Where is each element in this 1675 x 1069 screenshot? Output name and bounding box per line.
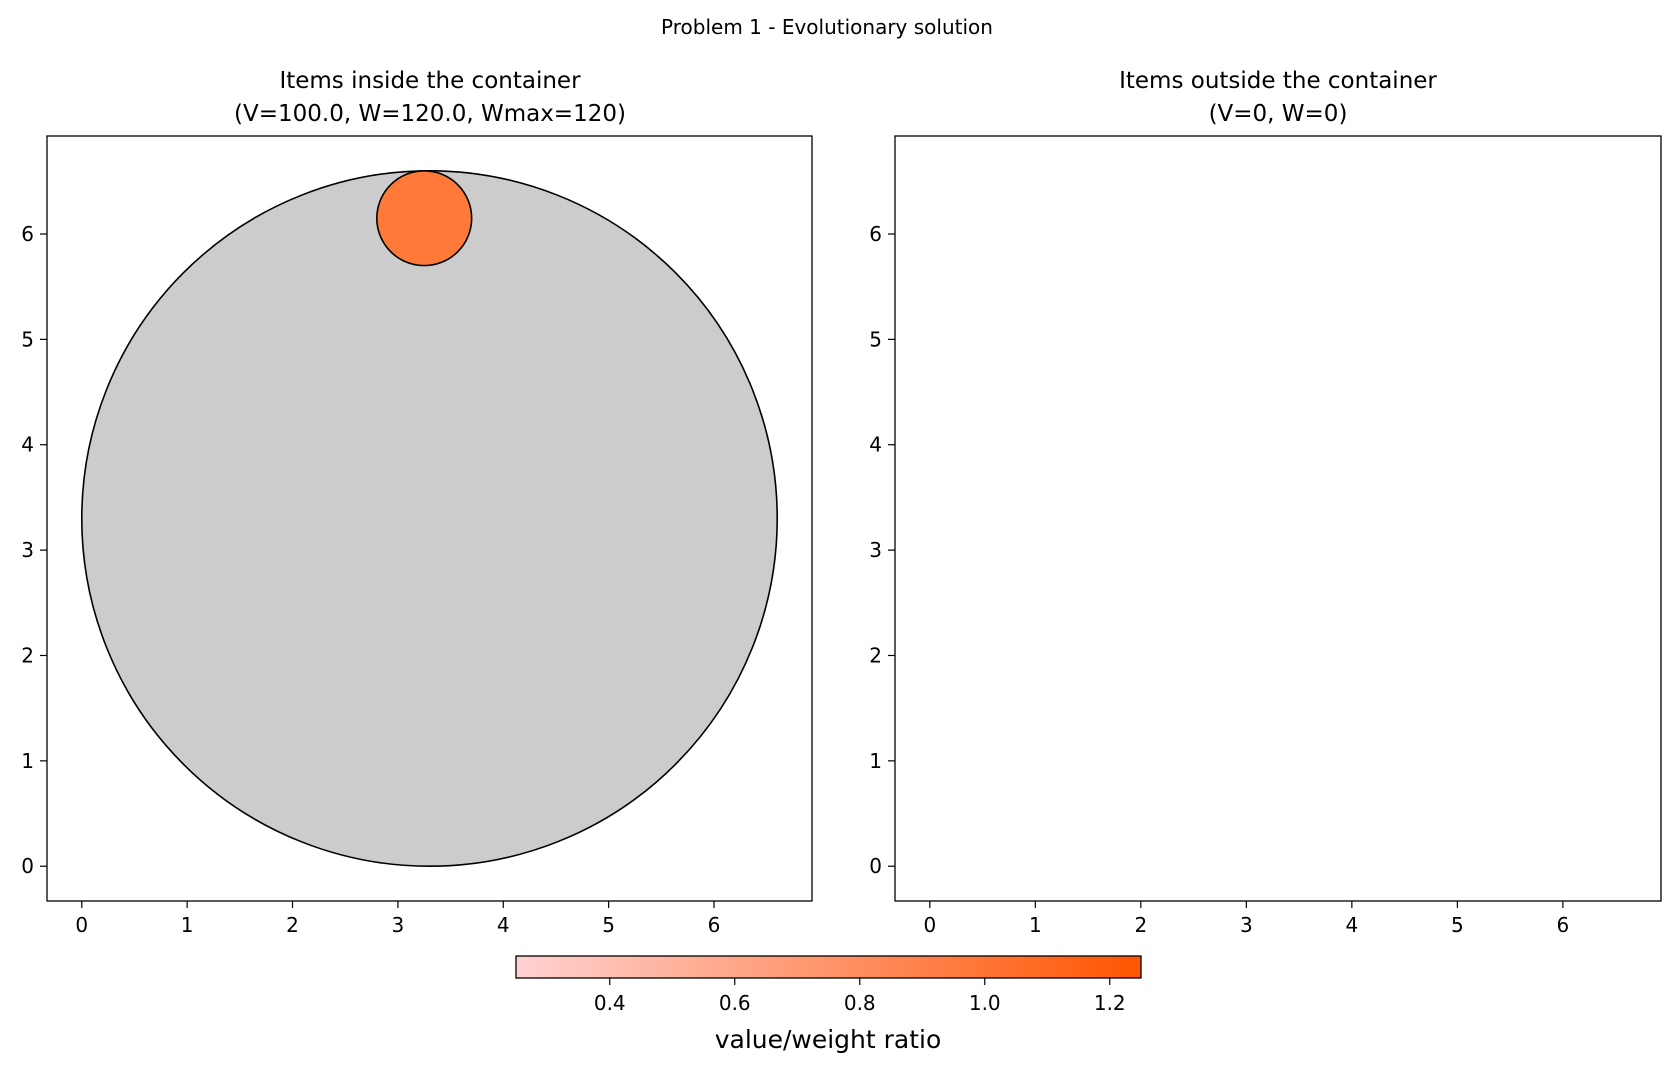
panel-inside-ytick-label: 5 [21,327,34,351]
panel-inside: Items inside the container (V=100.0, W=1… [21,68,813,937]
panel-inside-axes-frame [46,135,813,902]
panel-inside-ytick-label: 3 [21,538,34,562]
panel-outside-title-line2: (V=0, W=0) [1209,101,1348,127]
panel-inside-title-line1: Items inside the container [279,68,581,94]
panel-outside-xtick-label: 4 [1345,913,1358,937]
colorbar-tick-label: 0.6 [719,991,751,1015]
colorbar-gradient [515,955,1142,979]
panel-inside-marks [80,169,779,868]
panel-inside-ytick-label: 6 [21,222,34,246]
panel-outside-ytick-label: 2 [869,643,882,667]
panel-outside-ytick-label: 3 [869,538,882,562]
panel-inside-ytick-label: 0 [21,854,34,878]
panel-outside-ytick-label: 1 [869,749,882,773]
panel-inside-ytick-label: 4 [21,433,34,457]
colorbar-tick-label: 0.4 [594,991,626,1015]
panel-inside-xtick-label: 6 [708,913,721,937]
panel-inside-xtick-label: 3 [392,913,405,937]
panel-outside-ytick-label: 4 [869,433,882,457]
panel-outside-ticks: 0 1 2 3 4 5 6 0 1 2 3 4 5 6 [869,222,1569,937]
panel-outside-axes-frame [894,135,1662,902]
panel-outside-xtick-label: 0 [923,913,936,937]
panel-inside-xtick-label: 2 [286,913,299,937]
colorbar-tick-label: 0.8 [844,991,876,1015]
panel-inside-xtick-label: 1 [181,913,194,937]
colorbar-ticks: 0.4 0.6 0.8 1.0 1.2 [594,978,1126,1015]
colorbar: 0.4 0.6 0.8 1.0 1.2 value/weight ratio [515,955,1142,1054]
panel-inside-xtick-label: 4 [497,913,510,937]
panel-inside-ticks: 0 1 2 3 4 5 6 0 1 2 3 4 5 6 [21,222,720,937]
colorbar-label: value/weight ratio [715,1025,942,1054]
panel-inside-title-line2: (V=100.0, W=120.0, Wmax=120) [234,101,626,127]
panel-outside-xtick-label: 5 [1451,913,1464,937]
panel-outside-xtick-label: 3 [1240,913,1253,937]
panel-outside-ytick-label: 6 [869,222,882,246]
panel-inside-container-circle [80,169,779,868]
panel-outside-xtick-label: 6 [1557,913,1570,937]
panel-outside-ytick-label: 5 [869,327,882,351]
panel-outside: Items outside the container (V=0, W=0) 0… [869,68,1662,937]
panel-inside-ytick-label: 2 [21,643,34,667]
panel-inside-xtick-label: 0 [75,913,88,937]
panel-outside-xtick-label: 2 [1134,913,1147,937]
panel-inside-item-circle [376,169,473,267]
panel-outside-xtick-label: 1 [1029,913,1042,937]
panel-inside-ytick-label: 1 [21,749,34,773]
panel-inside-xtick-label: 5 [602,913,615,937]
figure-title: Problem 1 - Evolutionary solution [661,15,993,39]
panel-outside-title-line1: Items outside the container [1119,68,1437,94]
colorbar-tick-label: 1.0 [969,991,1001,1015]
colorbar-tick-label: 1.2 [1094,991,1126,1015]
panel-outside-ytick-label: 0 [869,854,882,878]
